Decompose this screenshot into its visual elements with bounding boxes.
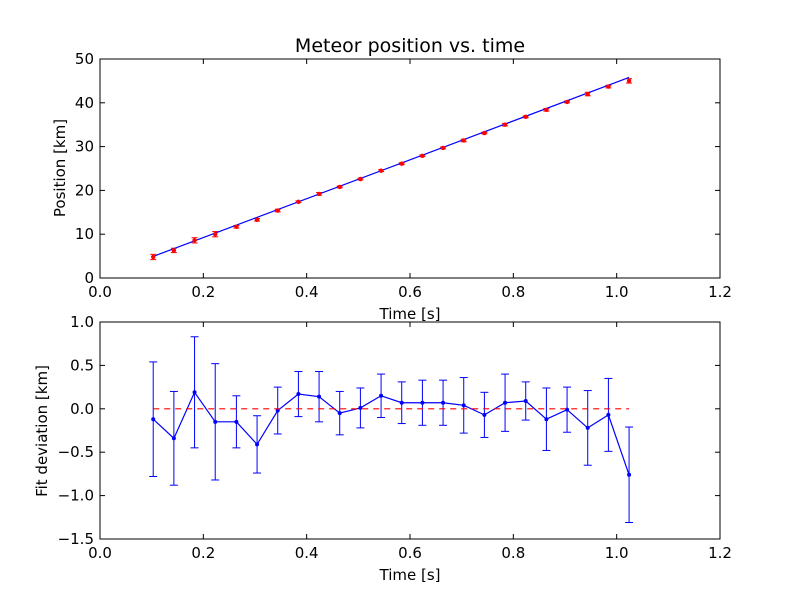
position-data-marks	[150, 76, 633, 261]
position-y-tick-label: 0	[84, 269, 94, 287]
deviation-point	[627, 472, 632, 477]
position-x-tick-label: 0.0	[88, 283, 112, 301]
position-point	[440, 145, 446, 151]
position-plot-frame	[99, 58, 721, 279]
position-point	[420, 153, 425, 158]
deviation-y-tick-label: −1.5	[58, 530, 94, 548]
deviation-x-tick-label: 0.0	[88, 544, 112, 562]
deviation-x-tick-label: 0.8	[501, 544, 525, 562]
deviation-point	[296, 392, 301, 397]
position-y-tick-label: 50	[75, 50, 94, 68]
deviation-x-tick-label: 1.2	[708, 544, 732, 562]
deviation-x-tick-label: 0.4	[295, 544, 319, 562]
position-ticks: 0.0 0.2 0.4 0.6 0.8 1.0 1.2 0 10 20 30 40 50	[75, 50, 732, 301]
deviation-point	[358, 405, 363, 410]
deviation-point	[399, 400, 404, 405]
deviation-point	[213, 419, 218, 424]
position-point	[482, 130, 487, 136]
deviation-point	[606, 412, 611, 417]
deviation-point	[441, 400, 446, 405]
position-point	[234, 224, 239, 229]
deviation-y-tick-label: −0.5	[58, 443, 94, 461]
deviation-point	[255, 442, 260, 447]
deviation-panel: Time [s] Fit deviation [km] 0.0 0.2 0.4 0.6…	[33, 313, 732, 584]
position-point	[337, 184, 342, 190]
deviation-point	[275, 408, 280, 413]
position-point	[523, 114, 528, 120]
position-point	[544, 107, 549, 113]
position-point	[502, 122, 508, 127]
position-point	[358, 176, 363, 182]
position-point	[151, 254, 156, 260]
position-x-tick-label: 1.0	[605, 283, 629, 301]
deviation-point	[151, 417, 156, 422]
position-y-tick-label: 20	[75, 181, 94, 199]
deviation-point	[171, 436, 176, 441]
deviation-plot-frame	[99, 321, 721, 540]
deviation-x-tick-label: 0.6	[398, 544, 422, 562]
position-point	[461, 138, 466, 143]
position-x-tick-label: 0.8	[501, 283, 525, 301]
position-point	[399, 161, 404, 166]
fit-line	[153, 76, 630, 257]
deviation-y-tick-label: −1.0	[58, 487, 94, 505]
position-x-tick-label: 1.2	[708, 283, 732, 301]
deviation-point	[503, 400, 508, 405]
deviation-point	[482, 412, 487, 417]
deviation-y-tick-label: 0.5	[70, 356, 94, 374]
deviation-point	[544, 417, 549, 422]
deviation-x-tick-label: 0.2	[191, 544, 215, 562]
deviation-point	[420, 400, 425, 405]
position-x-axis-label: Time [s]	[379, 305, 441, 323]
deviation-line	[152, 391, 630, 475]
position-point	[606, 84, 611, 89]
position-point	[585, 91, 590, 97]
deviation-point	[585, 425, 590, 430]
position-point	[564, 99, 570, 105]
position-point	[378, 168, 384, 173]
deviation-y-tick-label: 0.0	[70, 400, 94, 418]
position-point	[171, 248, 177, 253]
position-point	[213, 232, 218, 237]
deviation-point	[192, 390, 197, 395]
deviation-data-marks	[149, 336, 634, 524]
position-x-tick-label: 0.6	[398, 283, 422, 301]
deviation-x-tick-label: 1.0	[605, 544, 629, 562]
deviation-y-axis-label: Fit deviation [km]	[33, 365, 51, 497]
position-y-tick-label: 30	[75, 138, 94, 156]
position-point	[316, 191, 322, 197]
deviation-y-tick-label: 1.0	[70, 313, 94, 331]
position-panel: Meteor position vs. time Time [s] Positi…	[51, 35, 732, 323]
deviation-x-axis-label: Time [s]	[379, 566, 441, 584]
deviation-point	[379, 393, 384, 398]
position-y-tick-label: 10	[75, 225, 94, 243]
deviation-point	[337, 411, 342, 416]
deviation-point	[461, 403, 466, 408]
deviation-ticks: 0.0 0.2 0.4 0.6 0.8 1.0 1.2 −1.5 −1.0 −0.5 0.0 0.5 1…	[58, 313, 732, 562]
position-chart-title: Meteor position vs. time	[295, 35, 525, 57]
deviation-point	[234, 419, 239, 424]
position-x-tick-label: 0.4	[295, 283, 319, 301]
position-point	[275, 208, 280, 213]
position-point	[626, 78, 632, 84]
position-y-tick-label: 40	[75, 94, 94, 112]
position-x-tick-label: 0.2	[191, 283, 215, 301]
position-point	[296, 199, 301, 204]
position-point	[192, 238, 197, 243]
deviation-point	[523, 398, 528, 403]
position-y-axis-label: Position [km]	[51, 119, 69, 217]
deviation-point	[317, 394, 322, 399]
position-point	[254, 217, 260, 222]
